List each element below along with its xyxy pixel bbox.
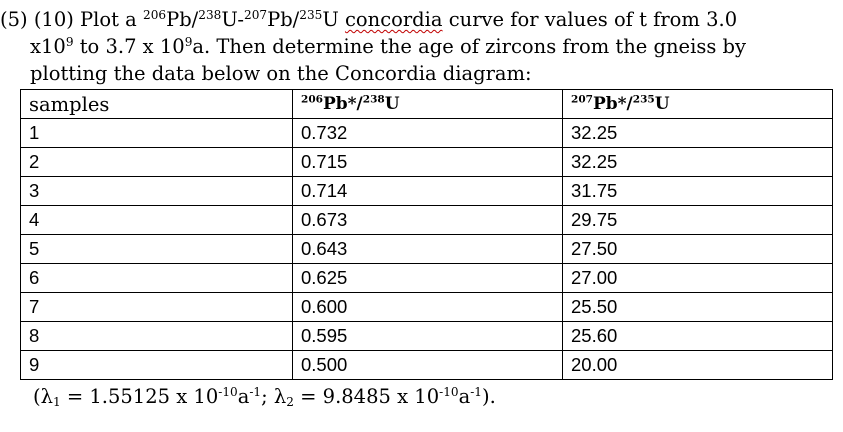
ratio-206-238-cell: 0.625 bbox=[292, 263, 563, 293]
table-row: 8 0.595 25.60 bbox=[20, 321, 833, 351]
sample-id-cell: 7 bbox=[20, 292, 293, 322]
decay-constants: (λ1 = 1.55125 x 10-10a-1; λ2 = 9.8485 x … bbox=[33, 383, 496, 410]
isotope-mass-207: 207 bbox=[244, 7, 268, 22]
table-row: 7 0.600 25.50 bbox=[20, 292, 833, 322]
isotope-data-table: samples 206Pb*/238U 207Pb*/235U 1 0.732 32… bbox=[20, 89, 833, 380]
table-row: 2 0.715 32.25 bbox=[20, 147, 833, 177]
ratio-206-238-cell: 0.500 bbox=[292, 350, 563, 380]
table-row: 4 0.673 29.75 bbox=[20, 205, 833, 235]
lambda-1-exponent: -10 bbox=[218, 384, 238, 399]
lambda-2-exponent: -10 bbox=[439, 384, 459, 399]
ratio-207-235-cell: 27.50 bbox=[562, 234, 833, 264]
sample-id-cell: 9 bbox=[20, 350, 293, 380]
ratio-207-235-cell: 32.25 bbox=[562, 147, 833, 177]
x10-text: x10 bbox=[30, 35, 66, 58]
lambda-2-symbol: λ bbox=[273, 385, 287, 408]
lambda-1-value: = 1.55125 x 10 bbox=[60, 385, 219, 408]
table-row: 9 0.500 20.00 bbox=[20, 350, 833, 380]
ratio-206-238-cell: 0.673 bbox=[292, 205, 563, 235]
table-row: 3 0.714 31.75 bbox=[20, 176, 833, 206]
sample-id-cell: 8 bbox=[20, 321, 293, 351]
u-text: U bbox=[384, 94, 400, 114]
lambda-2-unit: a bbox=[458, 385, 471, 408]
pb-star-text: Pb*/ bbox=[322, 94, 363, 114]
lambda-1-unit-exponent: -1 bbox=[249, 384, 262, 399]
u-text: U bbox=[654, 94, 670, 114]
lambda-1-unit: a bbox=[237, 385, 250, 408]
range-text: to 3.7 x 10 bbox=[73, 35, 185, 58]
header-pb207-u235: 207Pb*/235U bbox=[562, 89, 833, 119]
open-paren: ( bbox=[33, 385, 41, 408]
isotope-mass-235: 235 bbox=[299, 7, 323, 22]
ratio-207-235-cell: 27.00 bbox=[562, 263, 833, 293]
u-text: U- bbox=[221, 8, 245, 31]
ratio-207-235-cell: 31.75 bbox=[562, 176, 833, 206]
ratio-207-235-cell: 20.00 bbox=[562, 350, 833, 380]
sample-id-cell: 1 bbox=[20, 118, 293, 148]
isotope-mass-206: 206 bbox=[301, 93, 323, 106]
sample-id-cell: 2 bbox=[20, 147, 293, 177]
isotope-mass-238: 238 bbox=[362, 93, 385, 106]
pb-text: Pb/ bbox=[166, 8, 199, 31]
ratio-207-235-cell: 25.60 bbox=[562, 321, 833, 351]
problem-line-3: plotting the data below on the Concordia… bbox=[30, 62, 532, 85]
header-pb206-u238: 206Pb*/238U bbox=[292, 89, 563, 119]
ratio-207-235-cell: 25.50 bbox=[562, 292, 833, 322]
u-text: U bbox=[322, 8, 345, 31]
ratio-206-238-cell: 0.732 bbox=[292, 118, 563, 148]
close-paren: ). bbox=[481, 385, 496, 408]
lambda-1-symbol: λ bbox=[40, 385, 53, 408]
exponent-9: 9 bbox=[184, 34, 193, 49]
isotope-mass-238: 238 bbox=[198, 7, 222, 22]
ratio-206-238-cell: 0.715 bbox=[292, 147, 563, 177]
table-row: 6 0.625 27.00 bbox=[20, 263, 833, 293]
ratio-207-235-cell: 32.25 bbox=[562, 118, 833, 148]
ratio-206-238-cell: 0.714 bbox=[292, 176, 563, 206]
table-row: 1 0.732 32.25 bbox=[20, 118, 833, 148]
isotope-mass-206: 206 bbox=[143, 7, 167, 22]
lambda-2-unit-exponent: -1 bbox=[470, 384, 482, 399]
lambda-2-subscript: 2 bbox=[286, 395, 294, 410]
sample-id-cell: 5 bbox=[20, 234, 293, 264]
isotope-mass-207: 207 bbox=[571, 93, 593, 106]
isotope-mass-235: 235 bbox=[632, 93, 655, 106]
problem-line-1: (5) (10) Plot a 206Pb/238U-207Pb/235U co… bbox=[0, 6, 830, 33]
ratio-206-238-cell: 0.600 bbox=[292, 292, 563, 322]
table-header-row: samples 206Pb*/238U 207Pb*/235U bbox=[20, 89, 833, 119]
problem-prefix: (5) (10) Plot a bbox=[0, 8, 144, 31]
ratio-206-238-cell: 0.595 bbox=[292, 321, 563, 351]
pb-star-text: Pb*/ bbox=[592, 94, 633, 114]
problem-line-2-suffix: a. Then determine the age of zircons fro… bbox=[192, 35, 747, 58]
sample-id-cell: 3 bbox=[20, 176, 293, 206]
lambda-1-subscript: 1 bbox=[52, 395, 61, 410]
separator: ; bbox=[261, 385, 274, 408]
spellcheck-flagged-word[interactable]: concordia bbox=[344, 8, 443, 31]
header-samples: samples bbox=[20, 89, 293, 119]
exponent-9: 9 bbox=[65, 34, 74, 49]
lambda-2-value: = 9.8485 x 10 bbox=[293, 385, 440, 408]
problem-line-2: x109 to 3.7 x 109a. Then determine the a… bbox=[0, 33, 830, 60]
table-row: 5 0.643 27.50 bbox=[20, 234, 833, 264]
ratio-207-235-cell: 29.75 bbox=[562, 205, 833, 235]
problem-statement: (5) (10) Plot a 206Pb/238U-207Pb/235U co… bbox=[0, 6, 830, 87]
ratio-206-238-cell: 0.643 bbox=[292, 234, 563, 264]
problem-line-1-suffix: curve for values of t from 3.0 bbox=[442, 8, 738, 31]
sample-id-cell: 4 bbox=[20, 205, 293, 235]
pb-text: Pb/ bbox=[267, 8, 300, 31]
sample-id-cell: 6 bbox=[20, 263, 293, 293]
